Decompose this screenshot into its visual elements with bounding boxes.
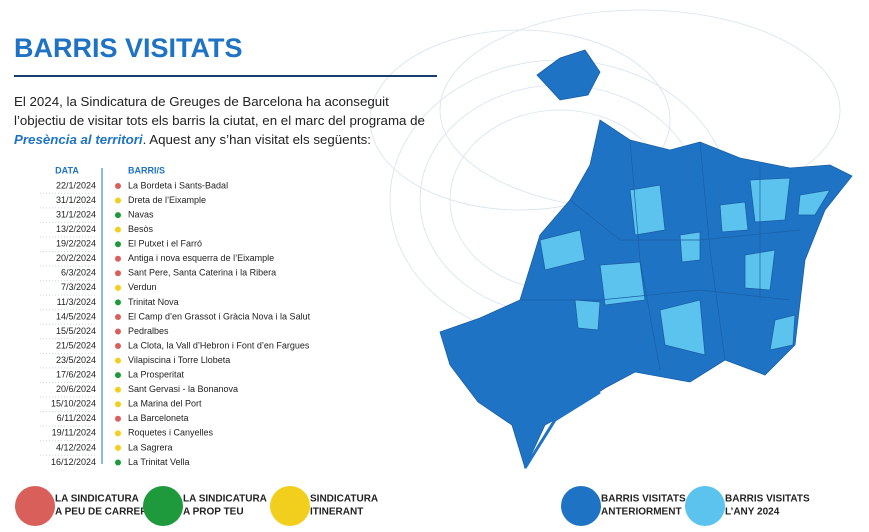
row-date: 13/2/2024 [56, 224, 96, 234]
row-date: 21/5/2024 [56, 340, 96, 350]
intro: El 2024, la Sindicatura de Greuges de Ba… [14, 92, 439, 149]
row-barri: Trinitat Nova [128, 297, 179, 307]
row-dot [115, 197, 121, 204]
row-dot [115, 270, 121, 277]
row-date: 6/11/2024 [57, 413, 96, 423]
row-barri: Vilapiscina i Torre Llobeta [128, 355, 230, 365]
row-dot [115, 386, 121, 393]
legend-swatch [270, 486, 310, 526]
legend-label: A PEU DE CARRER [55, 507, 148, 518]
row-date: 20/6/2024 [56, 384, 96, 394]
recent-districts [539, 177, 831, 356]
row-date: 31/1/2024 [56, 195, 96, 205]
row-barri: Roquetes i Canyelles [128, 428, 214, 438]
legend-label: LA SINDICATURA [55, 494, 139, 505]
row-date: 15/10/2024 [51, 399, 96, 409]
row-dot [115, 328, 121, 335]
row-barri: La Bordeta i Sants-Badal [128, 180, 228, 190]
row-dot [115, 343, 121, 350]
title: BARRIS VISITATS [14, 33, 243, 63]
row-date: 11/3/2024 [57, 297, 96, 307]
row-dot [115, 444, 121, 451]
row-barri: Dreta de l’Eixample [128, 195, 206, 205]
row-dot [115, 357, 121, 364]
row-barri: La Trinitat Vella [128, 457, 190, 467]
row-date: 7/3/2024 [61, 282, 96, 292]
legend-swatch [561, 486, 601, 526]
row-barri: Verdun [128, 282, 157, 292]
row-barri: Navas [128, 209, 154, 219]
row-dot [115, 372, 121, 379]
row-barri: La Sagrera [128, 442, 173, 452]
row-barri: El Putxet i el Farró [128, 239, 202, 249]
row-barri: Sant Pere, Santa Caterina i la Ribera [128, 268, 276, 278]
row-date: 14/5/2024 [56, 311, 96, 321]
row-dot [115, 459, 121, 466]
row-date: 6/3/2024 [61, 268, 96, 278]
legend-label: BARRIS VISITATS [725, 494, 810, 505]
legend-label: SINDICATURA [310, 494, 378, 505]
legend-swatch [685, 486, 725, 526]
row-date: 20/2/2024 [56, 253, 96, 263]
legend-label: L’ANY 2024 [725, 507, 780, 518]
map [439, 49, 853, 470]
row-dot [115, 183, 121, 189]
legend-swatch [15, 486, 55, 526]
row-dot [115, 401, 121, 408]
row-date: 16/12/2024 [51, 457, 96, 467]
row-dot [115, 241, 121, 248]
row-barri: Pedralbes [128, 326, 169, 336]
row-date: 15/5/2024 [56, 326, 96, 336]
row-dot [115, 212, 121, 219]
legend-label: A PROP TEU [183, 507, 244, 518]
intro-emphasis: Presència al territori [14, 132, 143, 147]
row-date: 17/6/2024 [56, 370, 96, 380]
legend-swatch [143, 486, 183, 526]
table-header: DATA [55, 165, 79, 175]
row-dot [115, 299, 121, 306]
district-lines [520, 139, 801, 371]
row-barri: El Camp d’en Grassot i Gràcia Nova i la … [128, 311, 311, 321]
intro-text: El 2024, la Sindicatura de Greuges de Ba… [14, 94, 425, 128]
intro-text: . Aquest any s’han visitat els següents: [142, 132, 372, 147]
row-date: 4/12/2024 [56, 442, 96, 452]
legend-label: ITINERANT [310, 507, 363, 518]
row-barri: La Prosperitat [128, 370, 185, 380]
row-dot [115, 226, 121, 233]
island [536, 49, 601, 101]
legend-label: BARRIS VISITATS [601, 494, 686, 505]
row-barri: Sant Gervasi - la Bonanova [128, 384, 238, 394]
row-barri: La Marina del Port [128, 399, 202, 409]
table-header: BARRI/S [128, 165, 165, 175]
row-dot [115, 284, 121, 291]
row-barri: La Clota, la Vall d’Hebron i Font d’en F… [128, 340, 310, 350]
row-dot [115, 415, 121, 422]
row-barri: Antiga i nova esquerra de l’Eixample [128, 253, 274, 263]
port [523, 390, 601, 469]
row-barri: Besòs [128, 224, 154, 234]
legend-label: ANTERIORMENT [601, 507, 682, 518]
row-date: 22/1/2024 [56, 180, 96, 190]
row-dot [115, 255, 121, 262]
row-date: 19/11/2024 [52, 428, 96, 438]
row-barri: La Barceloneta [128, 413, 189, 423]
row-date: 19/2/2024 [56, 239, 96, 249]
row-date: 31/1/2024 [56, 209, 96, 219]
row-date: 23/5/2024 [56, 355, 96, 365]
row-dot [115, 313, 121, 320]
legend-label: LA SINDICATURA [183, 494, 267, 505]
row-dot [115, 430, 121, 437]
